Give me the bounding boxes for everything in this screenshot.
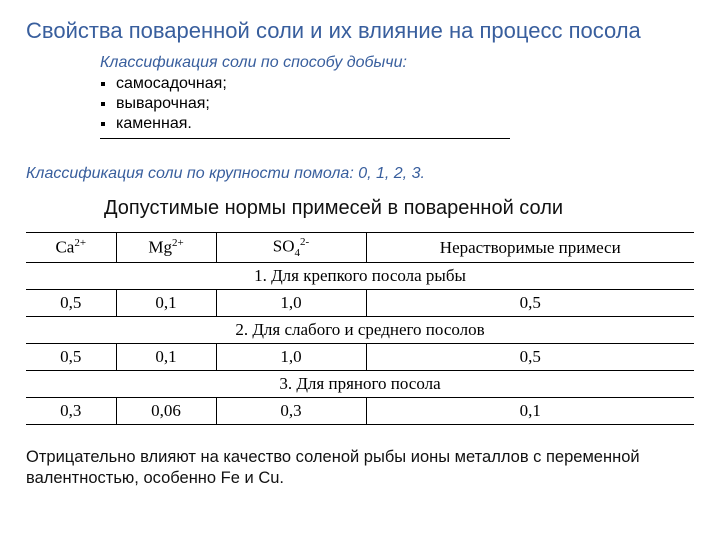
section-label: 2. Для слабого и среднего посолов [26,317,694,344]
table-cell: 0,06 [116,398,216,425]
table-row: 0,3 0,06 0,3 0,1 [26,398,694,425]
intro-block: Классификация соли по способу добычи: са… [100,54,510,139]
table-row: 0,5 0,1 1,0 0,5 [26,344,694,371]
table-title: Допустимые нормы примесей в поваренной с… [104,197,694,220]
table-cell: 0,5 [26,344,116,371]
section-label: 3. Для пряного посола [26,371,694,398]
table-cell: 0,1 [366,398,694,425]
list-item: выварочная; [116,94,510,114]
col-header: SO42- [216,233,366,263]
table-cell: 0,3 [26,398,116,425]
footnote: Отрицательно влияют на качество соленой … [26,447,694,490]
table-cell: 0,5 [366,290,694,317]
col-header: Нерастворимые примеси [366,233,694,263]
grading-line: Классификация соли по крупности помола: … [26,165,694,183]
col-header: Ca2+ [26,233,116,263]
table-row-section: 2. Для слабого и среднего посолов [26,317,694,344]
page-title: Свойства поваренной соли и их влияние на… [26,18,694,44]
table-cell: 1,0 [216,290,366,317]
table-row-section: 3. Для пряного посола [26,371,694,398]
impurity-table: Ca2+ Mg2+ SO42- Нерастворимые примеси 1.… [26,232,694,425]
table-row: 0,5 0,1 1,0 0,5 [26,290,694,317]
list-item: каменная. [116,114,510,134]
table-cell: 1,0 [216,344,366,371]
table-cell: 0,3 [216,398,366,425]
table-cell: 0,1 [116,290,216,317]
col-header: Mg2+ [116,233,216,263]
table-cell: 0,1 [116,344,216,371]
section-label: 1. Для крепкого посола рыбы [26,263,694,290]
intro-list: самосадочная; выварочная; каменная. [116,74,510,134]
list-item: самосадочная; [116,74,510,94]
table-row-section: 1. Для крепкого посола рыбы [26,263,694,290]
table-cell: 0,5 [26,290,116,317]
table-row-header: Ca2+ Mg2+ SO42- Нерастворимые примеси [26,233,694,263]
intro-heading: Классификация соли по способу добычи: [100,54,510,72]
table-cell: 0,5 [366,344,694,371]
